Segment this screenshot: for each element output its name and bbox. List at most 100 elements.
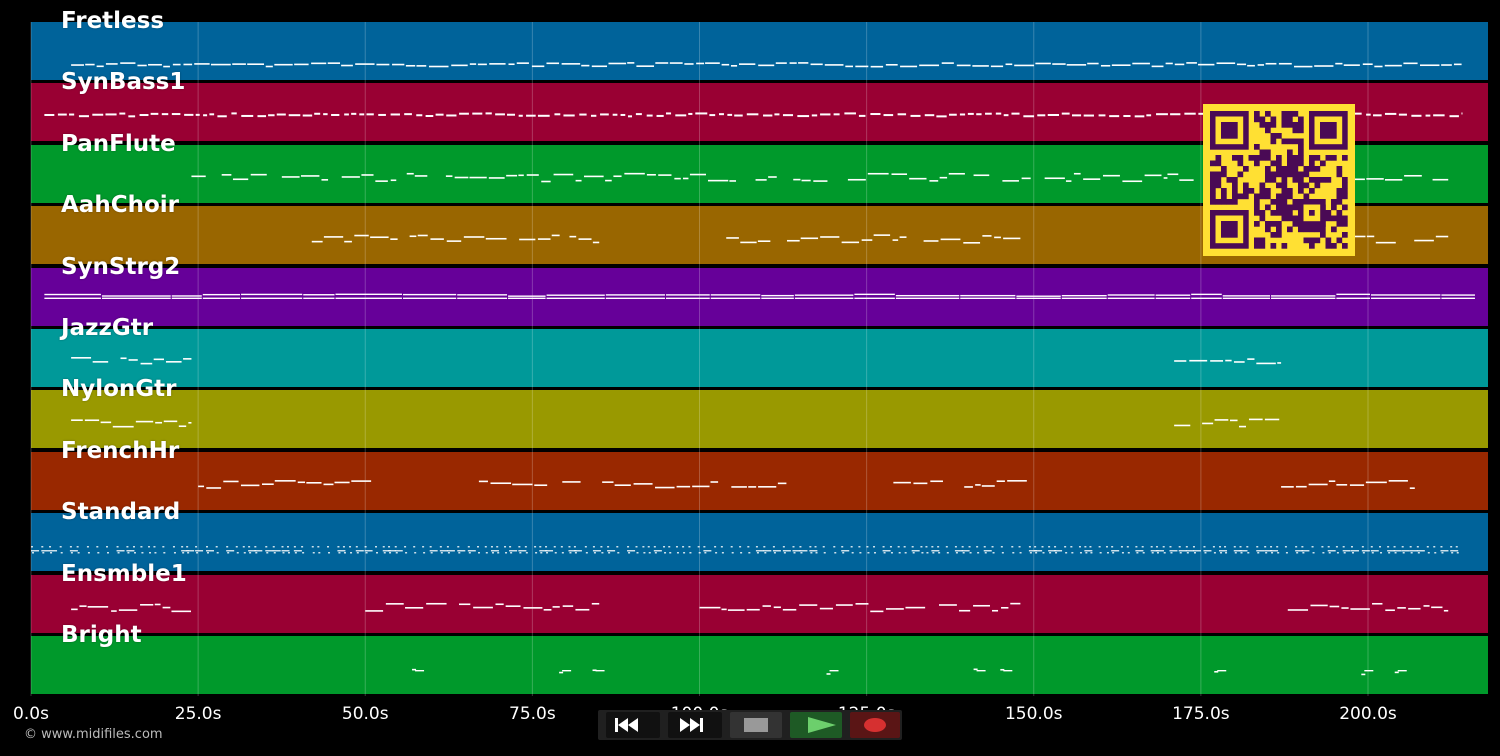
note (562, 481, 581, 483)
note (799, 604, 818, 606)
note (1047, 113, 1060, 116)
note (274, 480, 296, 482)
note (485, 112, 492, 115)
note (1122, 180, 1143, 183)
record-button[interactable] (850, 712, 900, 738)
note (226, 550, 235, 552)
note (738, 63, 756, 65)
note (1212, 546, 1215, 548)
note (568, 546, 571, 548)
note (967, 112, 974, 115)
play-button[interactable] (790, 712, 842, 738)
note (518, 546, 521, 548)
note (844, 112, 856, 115)
note (903, 546, 906, 548)
note (172, 546, 175, 548)
note (823, 552, 826, 554)
note (1278, 62, 1292, 65)
track-name: Ensmble1 (61, 560, 187, 587)
note (1003, 670, 1013, 672)
stop-icon (744, 718, 768, 732)
note (731, 486, 747, 488)
note (834, 552, 837, 554)
note (321, 179, 329, 181)
note (655, 62, 669, 64)
note (731, 552, 734, 554)
note (1366, 178, 1384, 180)
note (941, 62, 954, 64)
note (1361, 550, 1370, 552)
note (602, 481, 614, 483)
note (841, 241, 860, 244)
note (553, 546, 556, 548)
note (248, 550, 257, 552)
note (1408, 607, 1421, 610)
note (1042, 552, 1045, 554)
note (250, 173, 267, 176)
note (764, 552, 767, 554)
time-tick-label: 75.0s (509, 704, 556, 724)
note (128, 359, 138, 361)
note (1163, 177, 1168, 179)
note (1085, 552, 1088, 554)
note (148, 63, 162, 66)
note (709, 114, 716, 117)
note (423, 552, 426, 554)
note (1379, 546, 1382, 548)
note (945, 546, 948, 548)
note (392, 63, 405, 66)
note (1065, 552, 1068, 554)
note (71, 419, 83, 421)
note (647, 546, 650, 548)
note (939, 176, 948, 179)
note (232, 178, 249, 181)
note (746, 608, 760, 611)
note (688, 546, 691, 548)
note (895, 294, 960, 297)
note (414, 175, 428, 177)
note (814, 546, 817, 548)
note (86, 546, 89, 548)
note (402, 293, 457, 296)
note (573, 546, 576, 548)
note (1044, 177, 1065, 180)
note (669, 62, 683, 64)
note (282, 552, 285, 554)
note (1203, 546, 1206, 548)
note (861, 239, 873, 241)
time-tick-label: 0.0s (13, 704, 49, 724)
note (478, 480, 488, 483)
note (79, 605, 87, 607)
note (937, 546, 940, 548)
note (120, 357, 127, 360)
note (394, 550, 403, 552)
note (236, 552, 239, 554)
note (910, 114, 921, 117)
note (961, 550, 970, 552)
rewind-button[interactable] (606, 712, 660, 738)
note (342, 546, 345, 548)
note (801, 179, 811, 182)
note (1112, 552, 1115, 554)
note (789, 62, 797, 64)
note (546, 297, 605, 299)
note (42, 552, 45, 554)
stop-button[interactable] (730, 712, 782, 738)
note (921, 552, 924, 554)
note (620, 113, 626, 116)
note (782, 608, 797, 611)
fast-forward-button[interactable] (668, 712, 722, 738)
note (920, 546, 923, 548)
note (740, 552, 743, 554)
note (919, 64, 940, 67)
note (546, 62, 560, 65)
note (1224, 546, 1227, 548)
note (439, 550, 448, 552)
note (1150, 550, 1159, 552)
note (182, 552, 185, 554)
note (44, 113, 55, 116)
note (773, 606, 781, 609)
note (1141, 546, 1144, 548)
note (1035, 552, 1038, 554)
note (312, 552, 315, 554)
